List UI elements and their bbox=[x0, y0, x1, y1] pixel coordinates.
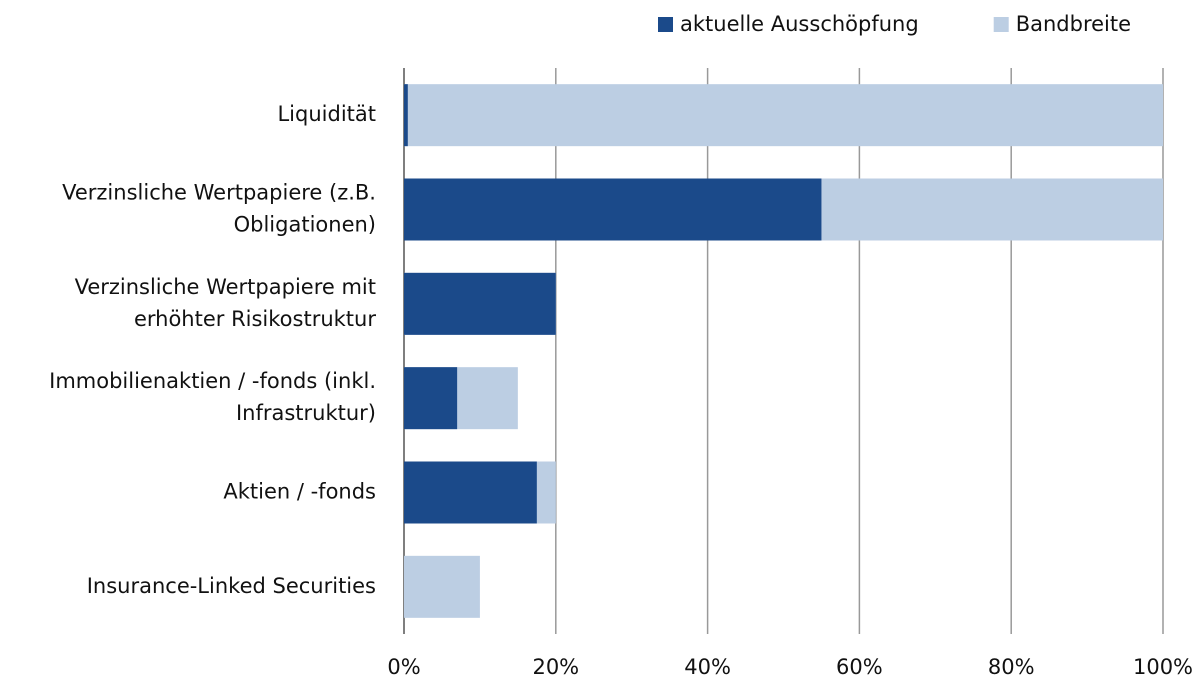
y-tick-label: Immobilienaktien / -fonds (inkl. Infrastr… bbox=[49, 369, 376, 425]
y-tick-line: Verzinsliche Wertpapiere (z.B. bbox=[62, 181, 376, 205]
bar bbox=[404, 84, 408, 147]
bar bbox=[404, 555, 480, 618]
y-tick-line: Liquidität bbox=[277, 102, 376, 126]
y-tick-label: Insurance-Linked Securities bbox=[87, 574, 376, 598]
y-tick-label: Verzinsliche Wertpapiere mit erhöhter Ris… bbox=[75, 275, 377, 331]
y-tick-line: Verzinsliche Wertpapiere mit bbox=[75, 275, 376, 299]
y-tick-label: Liquidität bbox=[277, 102, 376, 126]
y-tick-line: erhöhter Risikostruktur bbox=[134, 307, 376, 331]
y-tick-line: Immobilienaktien / -fonds (inkl. bbox=[49, 369, 376, 393]
bar bbox=[404, 272, 556, 335]
x-tick-label: 100% bbox=[1133, 655, 1193, 679]
x-tick-label: 80% bbox=[988, 655, 1035, 679]
bar bbox=[404, 84, 1163, 147]
y-tick-line: Infrastruktur) bbox=[236, 401, 376, 425]
x-tick-label: 60% bbox=[836, 655, 883, 679]
x-tick-label: 20% bbox=[532, 655, 579, 679]
bar bbox=[404, 178, 822, 241]
y-tick-line: Insurance-Linked Securities bbox=[87, 574, 376, 598]
x-tick-label: 0% bbox=[387, 655, 420, 679]
x-tick-label: 40% bbox=[684, 655, 731, 679]
legend-swatch bbox=[658, 17, 673, 32]
legend-label: aktuelle Ausschöpfung bbox=[680, 12, 919, 36]
legend-swatch bbox=[993, 17, 1009, 32]
legend-label: Bandbreite bbox=[1016, 12, 1131, 36]
bar bbox=[404, 461, 537, 524]
bar bbox=[404, 367, 458, 430]
y-tick-label: Verzinsliche Wertpapiere (z.B. Obligation… bbox=[62, 181, 376, 237]
y-tick-line: Obligationen) bbox=[234, 213, 376, 237]
y-tick-line: Aktien / -fonds bbox=[223, 480, 376, 504]
y-tick-label: Aktien / -fonds bbox=[223, 480, 376, 504]
